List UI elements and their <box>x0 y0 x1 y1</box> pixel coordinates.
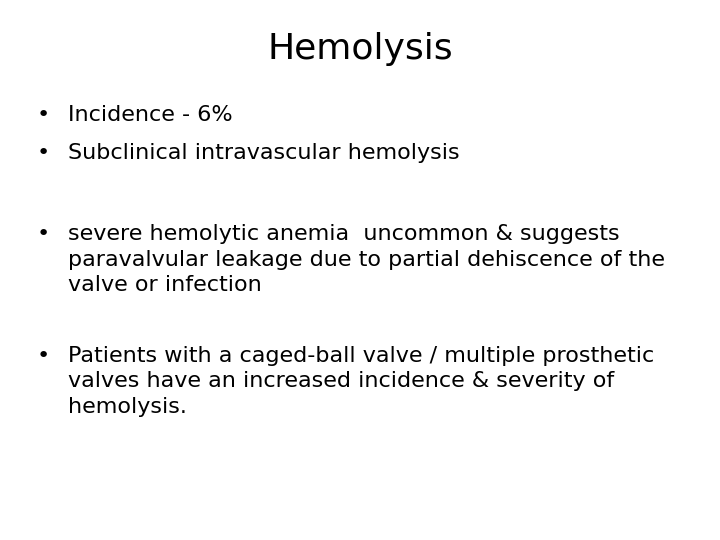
Text: •: • <box>37 143 50 163</box>
Text: •: • <box>37 346 50 366</box>
Text: Patients with a caged-ball valve / multiple prosthetic
valves have an increased : Patients with a caged-ball valve / multi… <box>68 346 654 417</box>
Text: •: • <box>37 224 50 244</box>
Text: Incidence - 6%: Incidence - 6% <box>68 105 233 125</box>
Text: severe hemolytic anemia  uncommon & suggests
paravalvular leakage due to partial: severe hemolytic anemia uncommon & sugge… <box>68 224 665 295</box>
Text: •: • <box>37 105 50 125</box>
Text: Subclinical intravascular hemolysis: Subclinical intravascular hemolysis <box>68 143 460 163</box>
Text: Hemolysis: Hemolysis <box>267 32 453 66</box>
